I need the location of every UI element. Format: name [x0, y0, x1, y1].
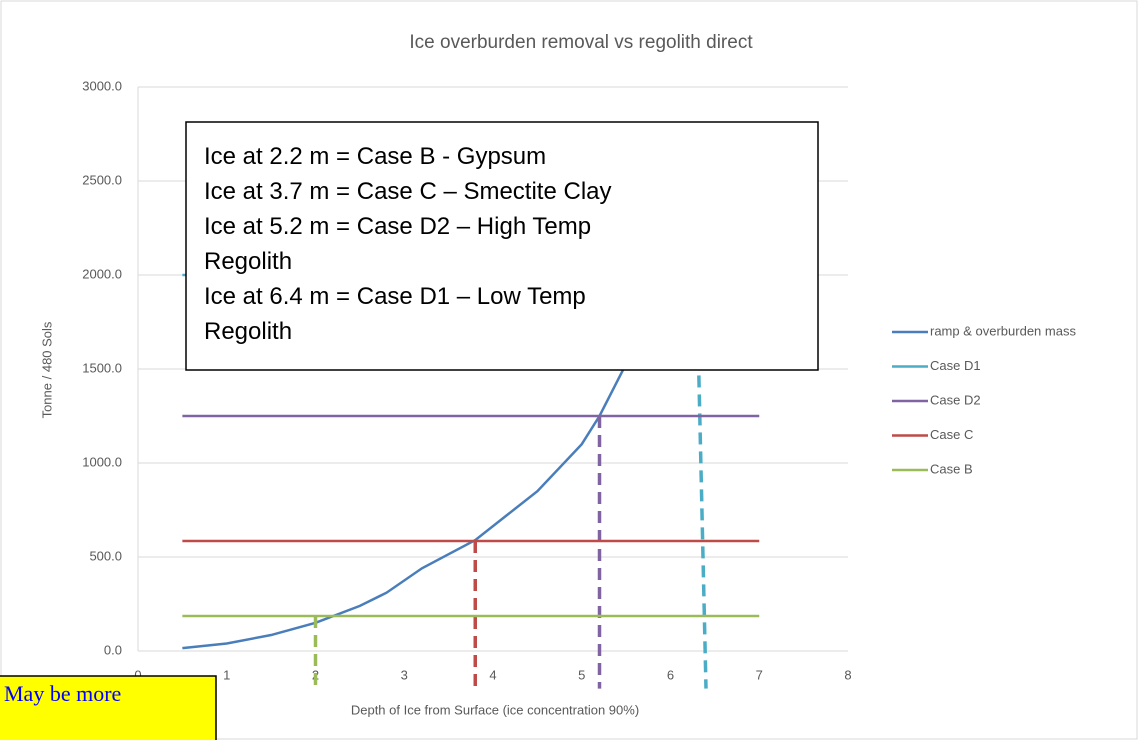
annotation-line: Ice at 3.7 m = Case C – Smectite Clay — [204, 178, 612, 205]
legend-label: Case D2 — [930, 392, 981, 407]
note-text: May be more — [4, 681, 121, 706]
x-axis-title: Depth of Ice from Surface (ice concentra… — [351, 702, 639, 717]
annotation-box: Ice at 2.2 m = Case B - Gypsum Ice at 3.7… — [185, 121, 819, 371]
legend-label: Case D1 — [930, 358, 981, 373]
x-tick-label: 1 — [223, 667, 230, 682]
y-tick-label: 2000.0 — [82, 266, 122, 281]
annotation-line: Ice at 2.2 m = Case B - Gypsum — [204, 143, 546, 170]
legend-label: Case B — [930, 461, 973, 476]
y-tick-label: 2500.0 — [82, 172, 122, 187]
legend-label: Case C — [930, 427, 973, 442]
x-tick-label: 8 — [844, 667, 851, 682]
y-tick-label: 1500.0 — [82, 360, 122, 375]
y-axis-title: Tonne / 480 Sols — [39, 321, 54, 418]
legend-label: ramp & overburden mass — [930, 323, 1076, 338]
y-tick-label: 3000.0 — [82, 78, 122, 93]
x-tick-label: 5 — [578, 667, 585, 682]
annotation-line: Ice at 5.2 m = Case D2 – High Temp — [204, 213, 591, 240]
note-frame — [0, 675, 217, 740]
annotation-line: Ice at 6.4 m = Case D1 – Low Temp — [204, 283, 586, 310]
annotation-frame — [185, 121, 819, 371]
note-box: May be more — [0, 675, 217, 740]
x-tick-label: 7 — [756, 667, 763, 682]
chart-title: Ice overburden removal vs regolith direc… — [409, 32, 753, 53]
y-tick-label: 1000.0 — [82, 454, 122, 469]
annotation-line: Regolith — [204, 318, 292, 345]
x-tick-label: 3 — [401, 667, 408, 682]
y-tick-label: 0.0 — [104, 642, 122, 657]
y-tick-label: 500.0 — [89, 548, 122, 563]
x-tick-label: 4 — [489, 667, 496, 682]
annotation-line: Regolith — [204, 248, 292, 275]
x-tick-label: 6 — [667, 667, 674, 682]
x-tick-label: 0 — [134, 667, 141, 682]
